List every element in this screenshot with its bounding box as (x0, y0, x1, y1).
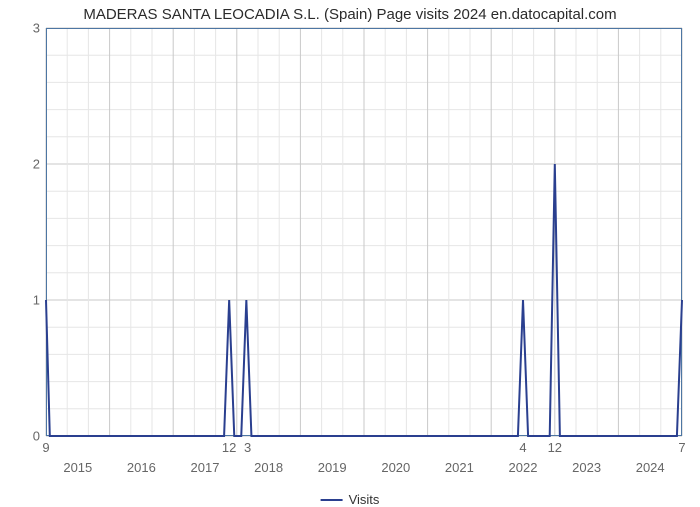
x-year-label: 2017 (191, 460, 220, 475)
y-tick-label: 0 (33, 429, 40, 444)
x-year-label: 2019 (318, 460, 347, 475)
x-year-label: 2015 (63, 460, 92, 475)
visits-chart: MADERAS SANTA LEOCADIA S.L. (Spain) Page… (0, 0, 700, 500)
data-label: 9 (42, 440, 49, 455)
data-label: 4 (519, 440, 526, 455)
y-tick-label: 2 (33, 157, 40, 172)
x-year-label: 2016 (127, 460, 156, 475)
data-label: 3 (244, 440, 251, 455)
data-label: 12 (548, 440, 562, 455)
data-label: 7 (678, 440, 685, 455)
y-tick-label: 3 (33, 21, 40, 36)
x-year-label: 2023 (572, 460, 601, 475)
chart-title: MADERAS SANTA LEOCADIA S.L. (Spain) Page… (0, 6, 700, 23)
x-year-label: 2018 (254, 460, 283, 475)
x-year-label: 2024 (636, 460, 665, 475)
x-year-label: 2020 (381, 460, 410, 475)
x-year-label: 2021 (445, 460, 474, 475)
y-tick-label: 1 (33, 293, 40, 308)
plot-area: 0123201520162017201820192020202120222023… (46, 28, 682, 436)
plot-svg (46, 28, 682, 436)
x-year-label: 2022 (509, 460, 538, 475)
data-label: 12 (222, 440, 236, 455)
